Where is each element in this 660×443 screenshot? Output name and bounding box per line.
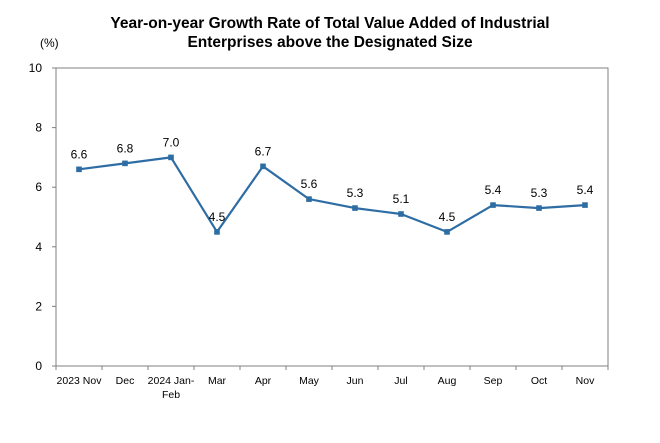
data-point-marker: [398, 211, 404, 217]
y-tick-label: 0: [35, 359, 42, 373]
chart-title-line-1: Year-on-year Growth Rate of Total Value …: [110, 15, 550, 32]
x-tick-label: Apr: [255, 375, 272, 387]
chart-title-line-2: Enterprises above the Designated Size: [187, 34, 473, 51]
data-label: 4.5: [439, 210, 456, 224]
series-line: [78, 156, 586, 233]
y-axis-unit-label: (%): [40, 36, 59, 50]
x-tick-label: Mar: [208, 375, 227, 387]
x-tick-label: 2023 Nov: [57, 375, 103, 387]
data-point-marker: [352, 205, 358, 211]
data-label: 7.0: [163, 135, 180, 149]
x-tick-label: Feb: [162, 389, 180, 401]
data-label: 5.1: [393, 192, 410, 206]
data-label: 5.3: [347, 186, 364, 200]
x-tick-label: Oct: [531, 375, 547, 387]
data-label: 5.4: [485, 183, 502, 197]
data-label: 5.4: [577, 183, 594, 197]
x-tick-label: Dec: [116, 375, 135, 387]
x-tick-label: May: [299, 375, 320, 387]
y-tick-label: 2: [35, 299, 42, 313]
x-tick-label: Jun: [347, 375, 364, 387]
y-tick-label: 8: [35, 121, 42, 135]
plot-area-frame: [55, 67, 609, 367]
data-label: 4.5: [209, 210, 226, 224]
data-point-marker: [306, 196, 312, 202]
data-point-marker: [260, 163, 266, 170]
x-tick-label: 2024 Jan-: [148, 375, 195, 387]
x-tick-label: Nov: [576, 375, 595, 387]
data-point-marker: [214, 229, 220, 235]
data-label: 5.3: [531, 186, 548, 200]
data-label: 6.8: [117, 141, 134, 155]
y-tick-label: 10: [29, 61, 43, 75]
chart-title: Year-on-year Growth Rate of Total Value …: [0, 14, 660, 52]
data-point-marker: [582, 202, 588, 208]
data-point-marker: [76, 166, 82, 173]
x-tick-label: Sep: [484, 375, 503, 387]
data-point-marker: [444, 229, 450, 235]
y-tick-label: 4: [35, 240, 42, 254]
data-point-marker: [536, 205, 542, 211]
data-point-marker: [490, 202, 496, 208]
data-label: 6.7: [255, 144, 272, 158]
x-tick-label: Jul: [394, 375, 407, 387]
y-tick-label: 6: [35, 180, 42, 194]
data-label: 6.6: [71, 147, 88, 161]
data-label: 5.6: [301, 177, 318, 191]
data-point-marker: [122, 160, 128, 167]
data-point-marker: [168, 154, 174, 161]
x-tick-label: Aug: [438, 375, 457, 387]
